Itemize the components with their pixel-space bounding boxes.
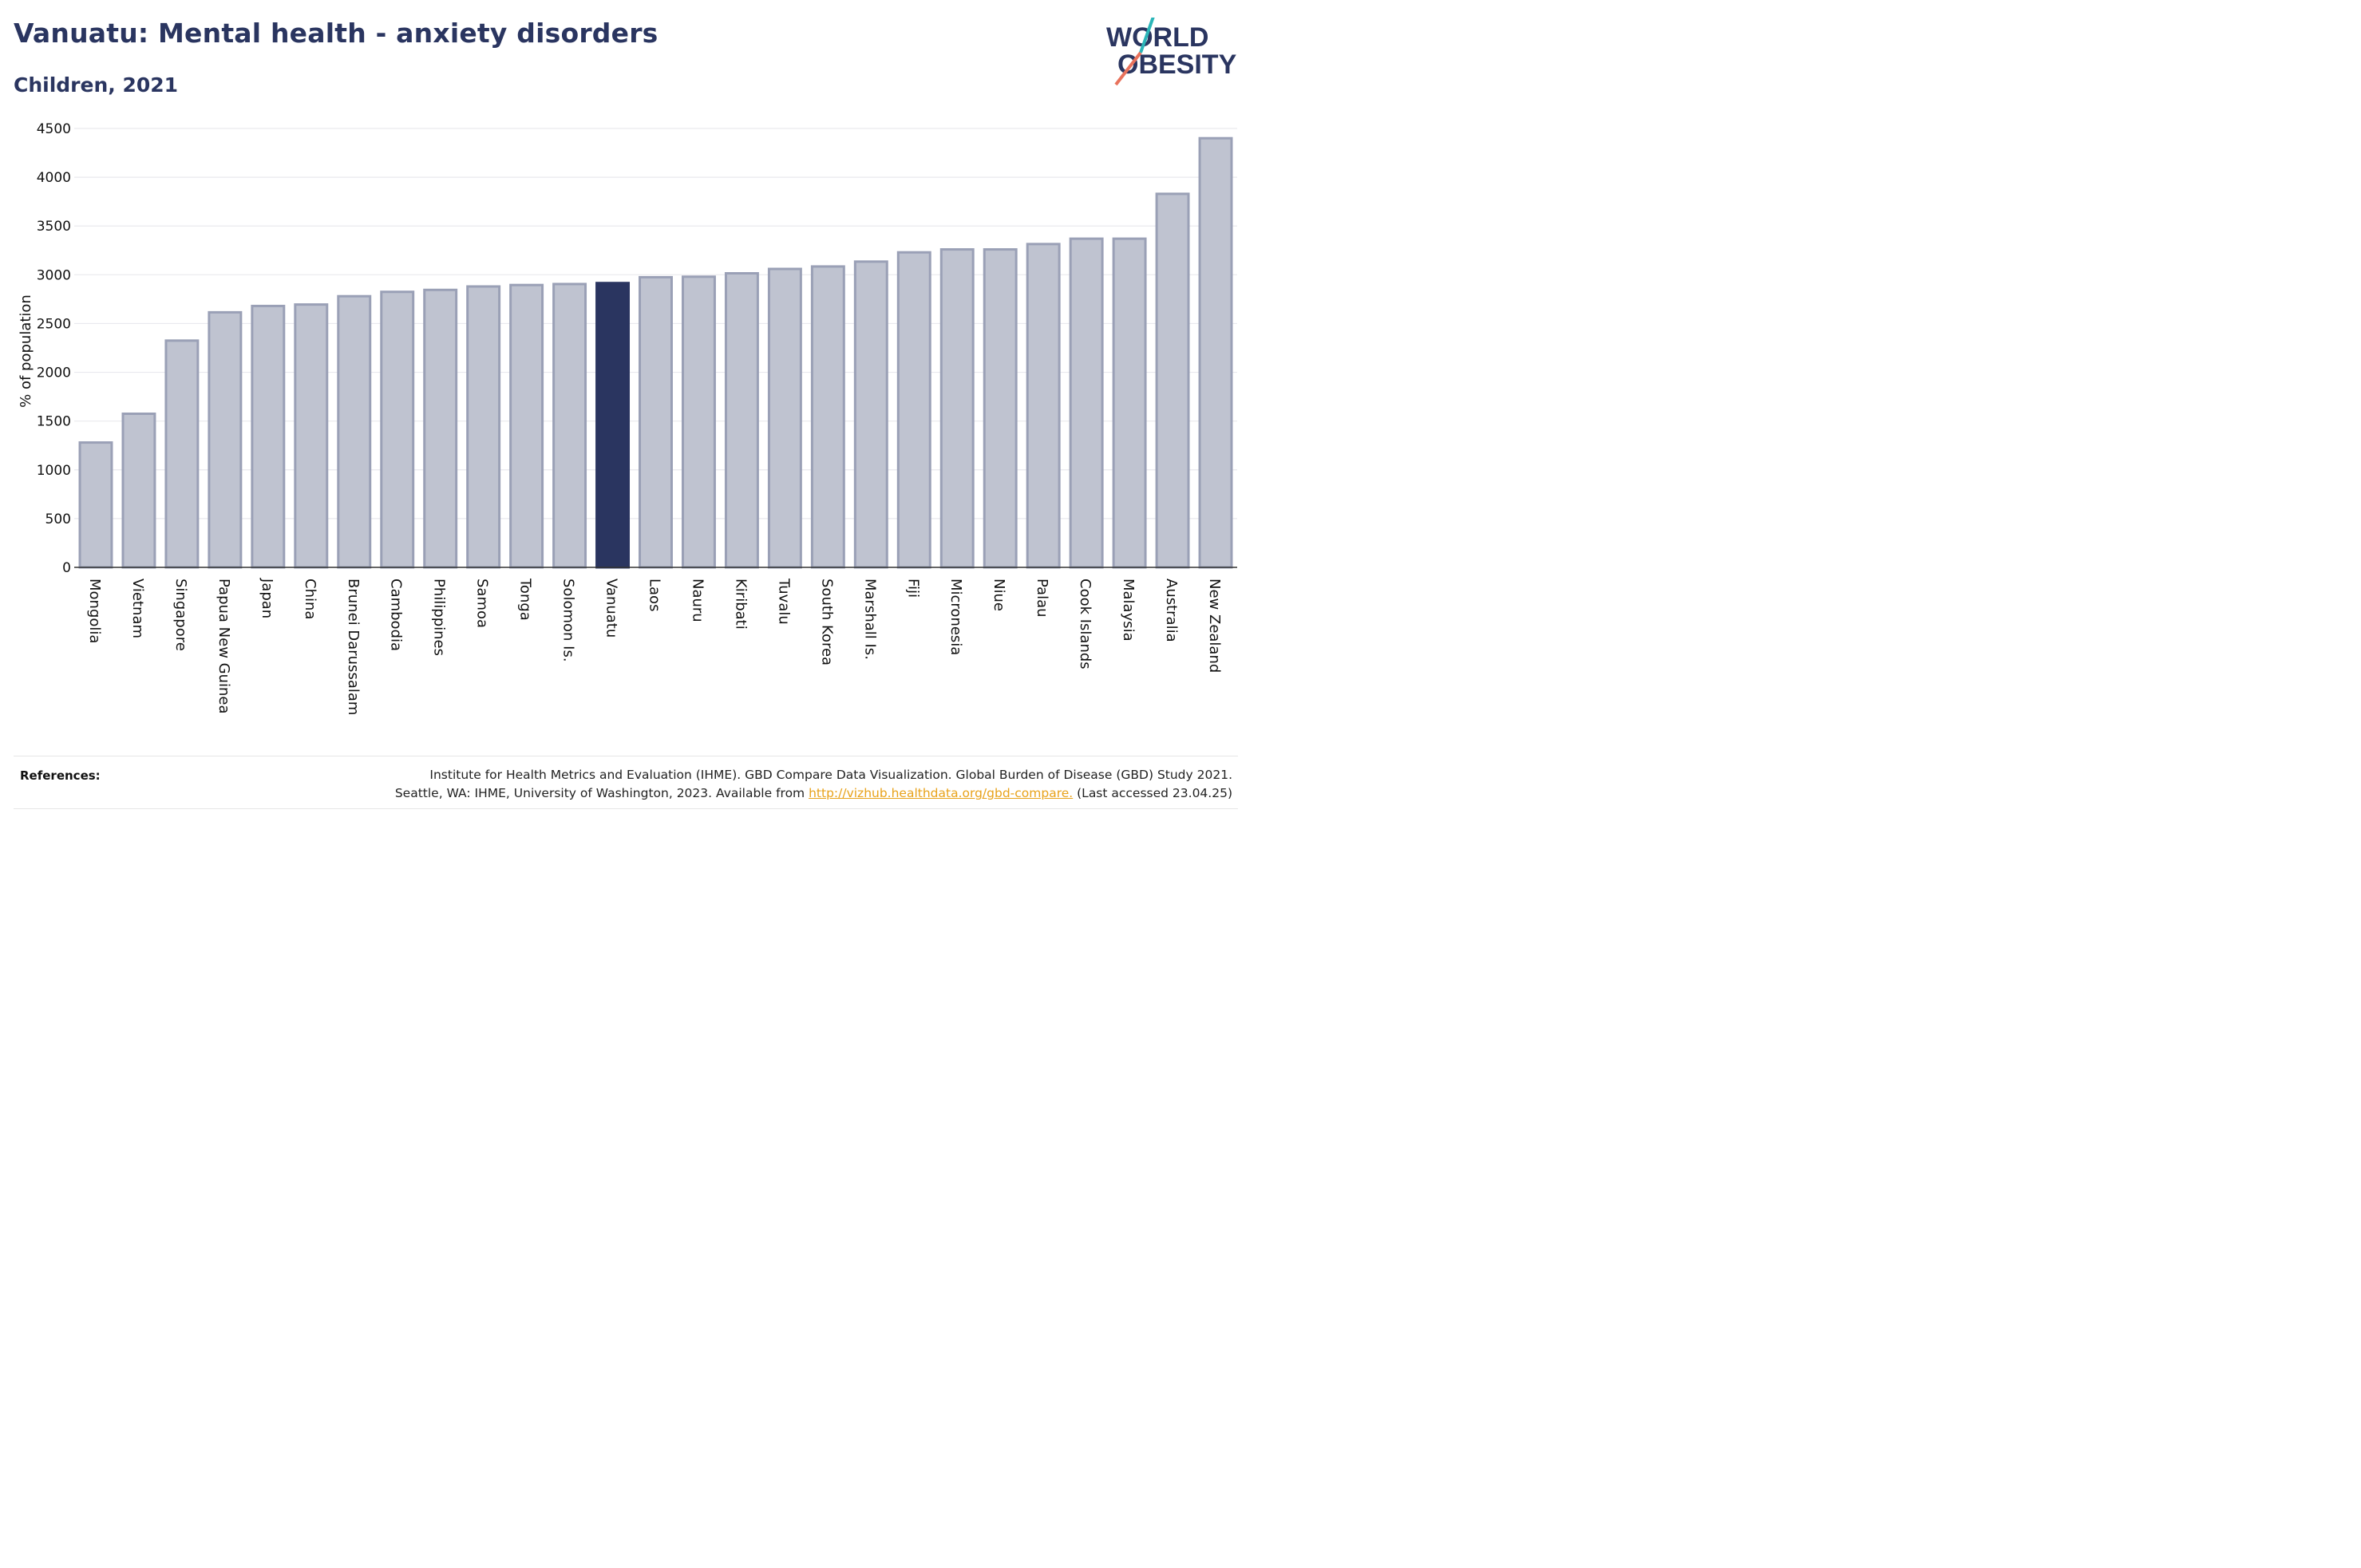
chart-title: Vanuatu: Mental health - anxiety disorde… bbox=[14, 18, 658, 49]
bar bbox=[1112, 237, 1147, 569]
logo-slash-top bbox=[1139, 18, 1155, 53]
bar bbox=[509, 283, 544, 569]
x-tick-label: Malaysia bbox=[1120, 579, 1137, 642]
bar bbox=[121, 413, 156, 569]
bar bbox=[78, 441, 113, 569]
x-tick-label: Niue bbox=[991, 579, 1007, 611]
y-tick-label: 500 bbox=[45, 511, 71, 527]
x-tick-label: China bbox=[302, 579, 318, 619]
x-tick-label: South Korea bbox=[818, 579, 835, 666]
bar-chart: 0 500 1000 1500 2000 2500 3000 3500 4000 4500 % of… bbox=[18, 121, 1237, 715]
bar bbox=[208, 310, 243, 569]
x-tick-label: Tonga bbox=[517, 578, 534, 621]
y-axis-label: % of population bbox=[18, 294, 34, 408]
references-line-2-prefix: Seattle, WA: IHME, University of Washing… bbox=[394, 786, 809, 800]
bar bbox=[164, 339, 200, 569]
bar bbox=[939, 248, 975, 569]
x-tick-label: Kiribati bbox=[732, 579, 749, 630]
y-tick-label: 2000 bbox=[37, 365, 71, 381]
bar bbox=[1155, 192, 1190, 569]
bar bbox=[380, 290, 415, 569]
x-tick-label: Solomon Is. bbox=[560, 579, 577, 662]
x-tick-label: Papua New Guinea bbox=[216, 579, 232, 714]
bar bbox=[681, 275, 716, 569]
y-tick-label: 3500 bbox=[37, 219, 71, 235]
bar bbox=[853, 260, 888, 569]
bar bbox=[294, 303, 329, 569]
bar bbox=[1026, 243, 1061, 569]
x-tick-label: Nauru bbox=[689, 579, 706, 622]
x-tick-label: Singapore bbox=[172, 579, 189, 651]
world-obesity-logo: WORLD OBESITY bbox=[1106, 18, 1237, 86]
x-tick-label: Mongolia bbox=[86, 579, 103, 643]
x-tick-label: Samoa bbox=[474, 579, 491, 628]
references-line-1: Institute for Health Metrics and Evaluat… bbox=[429, 768, 1232, 782]
x-tick-label: Fiji bbox=[904, 579, 921, 598]
y-tick-label: 2500 bbox=[37, 316, 71, 332]
x-tick-label: Brunei Darussalam bbox=[345, 579, 362, 715]
bar bbox=[896, 251, 931, 569]
bar bbox=[983, 248, 1018, 569]
bar-highlight bbox=[595, 282, 631, 569]
y-tick-label: 4500 bbox=[37, 121, 71, 137]
references-line-2: Seattle, WA: IHME, University of Washing… bbox=[395, 784, 1232, 803]
x-tick-label: Laos bbox=[647, 579, 663, 611]
x-tick-label: Japan bbox=[259, 578, 275, 618]
x-tick-label: Vietnam bbox=[129, 579, 146, 638]
x-tick-label: Philippines bbox=[431, 579, 448, 656]
bar bbox=[767, 267, 802, 569]
references-text: Institute for Health Metrics and Evaluat… bbox=[395, 766, 1232, 803]
bar bbox=[639, 275, 673, 569]
x-tick-label: Micronesia bbox=[947, 579, 964, 655]
bar bbox=[251, 304, 286, 569]
x-tick-label: Cambodia bbox=[388, 579, 405, 651]
bar bbox=[337, 294, 372, 569]
bar bbox=[1198, 136, 1233, 569]
y-tick-label: 3000 bbox=[37, 267, 71, 283]
references-link[interactable]: http://vizhub.healthdata.org/gbd-compare… bbox=[809, 786, 1074, 800]
bar bbox=[423, 288, 458, 569]
y-tick-label: 0 bbox=[62, 560, 71, 576]
footer-divider-bottom bbox=[14, 808, 1238, 809]
logo-slash-bottom bbox=[1114, 51, 1142, 86]
x-tick-label: Vanuatu bbox=[603, 579, 620, 638]
references-label: References: bbox=[20, 768, 101, 783]
bar bbox=[466, 285, 501, 569]
bar bbox=[724, 272, 759, 569]
y-tick-label: 1500 bbox=[37, 414, 71, 430]
y-tick-label: 4000 bbox=[37, 170, 71, 186]
y-tick-label: 1000 bbox=[37, 463, 71, 479]
logo-line-1: WORLD bbox=[1106, 22, 1208, 53]
x-tick-label: Australia bbox=[1163, 579, 1180, 642]
bar bbox=[810, 265, 845, 569]
x-tick-label: Cook Islands bbox=[1077, 579, 1093, 669]
bar bbox=[1069, 237, 1104, 569]
chart-subtitle: Children, 2021 bbox=[14, 73, 179, 97]
x-tick-label: New Zealand bbox=[1206, 579, 1223, 673]
x-tick-label: Tuvalu bbox=[775, 578, 792, 625]
bar bbox=[552, 282, 587, 569]
x-tick-label: Palau bbox=[1034, 579, 1050, 618]
references-line-2-suffix: (Last accessed 23.04.25) bbox=[1073, 786, 1232, 800]
x-tick-label: Marshall Is. bbox=[861, 579, 878, 660]
